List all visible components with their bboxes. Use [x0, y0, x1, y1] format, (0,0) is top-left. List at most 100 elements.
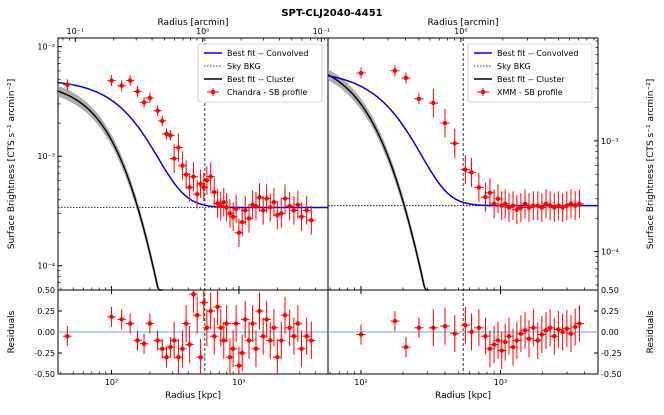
figure-title: SPT-CLJ2040-4451 [281, 8, 382, 19]
left-data-point-marker [299, 214, 304, 219]
left-residual-point [285, 309, 294, 347]
right-residual-point [516, 315, 526, 353]
left-residual-point [269, 309, 279, 347]
right-data-point-marker [510, 203, 516, 208]
left-data-point [169, 144, 179, 173]
left-residual-point-marker [309, 338, 314, 343]
left-residual-point-marker [282, 313, 288, 318]
right-cluster-fit-line [327, 74, 430, 291]
left-data-point-marker [187, 185, 192, 190]
left-data-point-marker [295, 202, 301, 207]
left-residuals-axis-label: Residuals [7, 310, 17, 353]
right-data-point-marker [476, 185, 482, 190]
left-residual-point-marker [119, 317, 124, 322]
right-residual-point [533, 321, 543, 359]
left-residual-point [145, 313, 155, 334]
right-residual-point-marker [502, 339, 508, 345]
left-residual-point [280, 296, 290, 334]
right-residual-tick-label: 0.25 [601, 307, 619, 316]
right-residual-point [574, 305, 585, 343]
right-data-point-marker [403, 75, 409, 81]
left-residual-point [251, 330, 261, 368]
left-data-point [202, 166, 212, 195]
right-residual-point-marker [539, 332, 545, 337]
left-residual-tick-label: 0.00 [37, 328, 55, 337]
right-data-point [512, 195, 522, 224]
left-data-point [125, 75, 135, 86]
left-residual-point [202, 309, 212, 347]
left-data-point-marker [282, 196, 288, 201]
left-data-point [222, 193, 231, 222]
left-data-point-marker [201, 185, 207, 190]
left-data-point [209, 177, 219, 207]
right-residual-point [489, 326, 499, 364]
left-residual-point [192, 296, 202, 334]
right-residual-point [566, 315, 576, 353]
right-residual-point [562, 310, 572, 348]
right-data-point-marker [577, 201, 582, 207]
left-data-point [228, 202, 238, 232]
left-residual-point-marker [212, 334, 217, 339]
right-residual-point-marker [514, 338, 520, 343]
left-data-point [255, 183, 264, 212]
right-data-point-marker [539, 205, 545, 210]
left-residual-point [199, 290, 209, 322]
left-cluster-band [58, 85, 163, 290]
left-data-point [251, 191, 261, 221]
left-residual-point-marker [304, 334, 309, 339]
right-residual-point [401, 337, 411, 358]
right-residual-tick-label: 0.50 [601, 286, 619, 295]
right-data-point [541, 189, 551, 219]
right-data-point-marker [552, 205, 557, 210]
right-data-point [533, 191, 543, 221]
left-legend-label: Best fit -- Cluster [227, 75, 295, 84]
right-residual-point-marker [469, 329, 474, 335]
right-residual-point-marker [556, 327, 561, 332]
right-data-point [553, 191, 564, 221]
left-data-point-marker [194, 191, 200, 197]
left-data-point-marker [224, 205, 229, 210]
left-residual-point-marker [176, 355, 181, 360]
left-data-point [307, 205, 316, 235]
left-residual-point [206, 292, 215, 330]
left-data-point-marker [291, 208, 297, 213]
left-residual-point-marker [204, 325, 210, 330]
left-residual-point [181, 305, 191, 343]
right-residual-point-marker [543, 328, 549, 333]
right-residual-point-marker [487, 346, 493, 351]
right-data-point [440, 108, 450, 138]
right-residual-point-marker [358, 332, 364, 337]
left-data-point-marker [275, 212, 280, 218]
right-residual-point-marker [526, 336, 532, 341]
right-residual-point [545, 309, 555, 347]
left-data-point [117, 80, 126, 92]
right-data-point-marker [506, 205, 512, 210]
left-data-point-marker [183, 172, 189, 177]
left-residual-point-marker [65, 334, 70, 339]
left-residual-point-marker [236, 363, 242, 368]
left-residual-point [178, 330, 187, 368]
right-residual-point-marker [403, 344, 409, 350]
right-data-point [428, 88, 438, 118]
left-data-point-marker [147, 95, 153, 101]
left-data-point-marker [65, 82, 70, 87]
left-data-point [297, 202, 306, 232]
right-x2-axis-label: Radius [arcmin] [428, 18, 499, 28]
left-data-point [189, 162, 198, 191]
left-residual-point-marker [171, 338, 177, 343]
right-y-tick-label: 10⁻⁴ [601, 248, 619, 257]
right-x2-tick-label: 10⁰ [454, 27, 467, 36]
left-residual-point [139, 333, 149, 354]
right-data-point-marker [560, 205, 565, 210]
left-data-point-marker [227, 211, 233, 216]
left-residual-point [209, 317, 219, 355]
right-residual-point [512, 321, 522, 359]
left-cluster-fit-line [57, 90, 163, 291]
right-residual-point-marker [560, 329, 565, 335]
right-residual-point [570, 308, 580, 346]
left-legend-box [197, 43, 323, 103]
right-residual-tick-label: 0.00 [601, 328, 619, 337]
right-data-point [460, 155, 471, 185]
left-data-point [139, 96, 149, 108]
